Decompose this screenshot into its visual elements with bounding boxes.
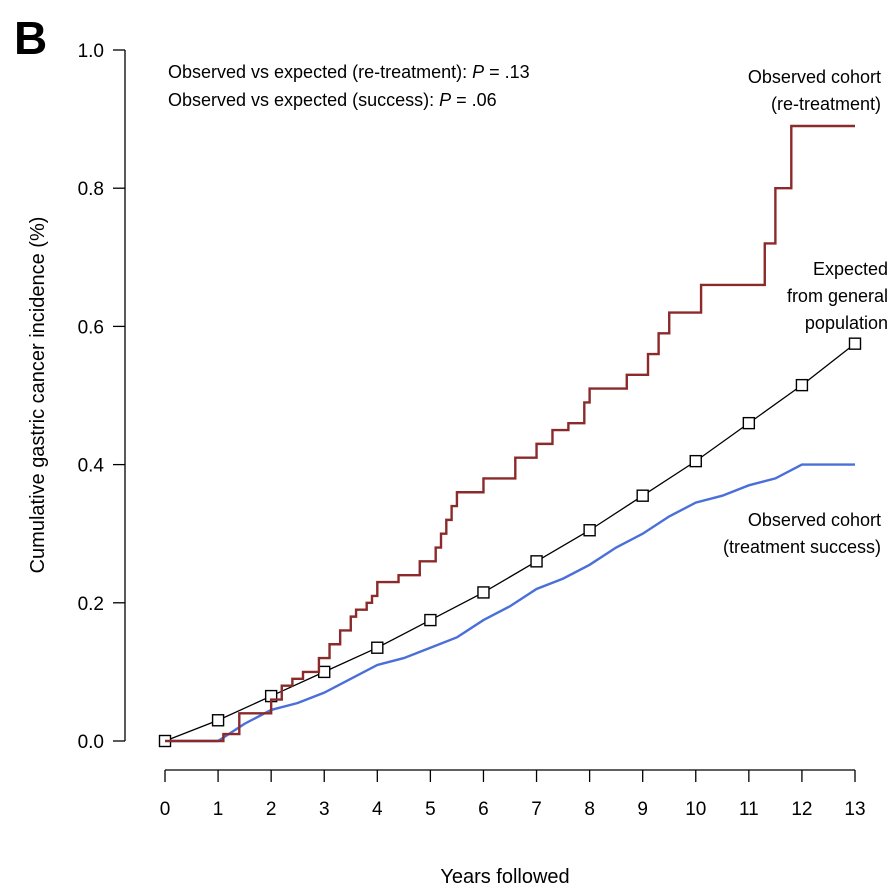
label-success-2: (treatment success) (723, 537, 881, 557)
expected-marker (530, 555, 543, 568)
series-line-retreatment (165, 124, 855, 743)
x-ticks: 0 1 2 3 4 5 6 7 8 9 10 11 12 13 (160, 770, 866, 820)
expected-marker (689, 454, 702, 468)
y-tick-label: 0.2 (78, 594, 104, 615)
pvalue-line-2-value: = .06 (451, 90, 497, 110)
y-tick-label: 0.4 (78, 456, 105, 477)
expected-marker (795, 378, 809, 392)
expected-marker (211, 714, 225, 727)
pvalue-line-2: Observed vs expected (success): P = .06 (168, 90, 497, 110)
expected-marker (742, 416, 756, 430)
x-tick-label: 6 (478, 799, 489, 820)
expected-marker (371, 641, 384, 654)
y-tick-label: 0.0 (78, 732, 104, 753)
pvalue-line-1-text: Observed vs expected (re-treatment): (168, 62, 472, 82)
label-expected-2: from general (787, 286, 888, 306)
label-expected-1: Expected (813, 259, 888, 279)
series-layer (158, 124, 862, 748)
expected-marker (583, 524, 596, 537)
expected-marker (424, 613, 437, 627)
x-tick-label: 3 (319, 799, 330, 820)
y-axis-label: Cumulative gastric cancer incidence (%) (27, 217, 49, 574)
x-tick-label: 7 (531, 799, 542, 820)
x-tick-label: 2 (266, 799, 277, 820)
series-labels: Observed cohort (re-treatment) Expected … (723, 67, 888, 557)
x-axis-label: Years followed (440, 866, 569, 888)
label-retreatment-1: Observed cohort (748, 67, 881, 87)
panel-label: B (14, 12, 47, 64)
label-expected-3: population (805, 313, 888, 333)
x-tick-label: 8 (584, 799, 595, 820)
pvalue-line-1-p: P (472, 62, 484, 82)
expected-marker (848, 337, 862, 350)
x-tick-label: 12 (791, 799, 812, 820)
label-success-1: Observed cohort (748, 510, 881, 530)
pvalue-line-2-p: P (439, 90, 451, 110)
x-tick-label: 5 (425, 799, 436, 820)
expected-marker (636, 489, 649, 502)
x-tick-label: 11 (739, 799, 759, 820)
y-tick-label: 1.0 (78, 41, 104, 62)
y-tick-label: 0.8 (78, 179, 104, 200)
y-axis: 0.0 0.2 0.4 0.6 0.8 1.0 (78, 41, 126, 753)
x-tick-label: 9 (637, 799, 648, 820)
series-line-expected (164, 343, 856, 742)
pvalue-line-2-text: Observed vs expected (success): (168, 90, 439, 110)
y-ticks: 0.0 0.2 0.4 0.6 0.8 1.0 (78, 41, 125, 753)
x-tick-label: 10 (685, 799, 706, 820)
expected-marker (318, 665, 331, 679)
label-retreatment-2: (re-treatment) (771, 94, 881, 114)
x-tick-label: 0 (160, 799, 171, 820)
x-tick-label: 4 (372, 799, 383, 820)
x-axis: 0 1 2 3 4 5 6 7 8 9 10 11 12 13 (160, 769, 866, 820)
x-tick-label: 13 (844, 799, 865, 820)
pvalue-line-1-value: = .13 (484, 62, 530, 82)
pvalue-annotations: Observed vs expected (re-treatment): P =… (168, 62, 530, 110)
y-tick-label: 0.6 (78, 317, 104, 338)
expected-marker (477, 586, 490, 599)
x-tick-label: 1 (213, 799, 224, 820)
pvalue-line-1: Observed vs expected (re-treatment): P =… (168, 62, 530, 82)
series-line-success (165, 463, 855, 743)
